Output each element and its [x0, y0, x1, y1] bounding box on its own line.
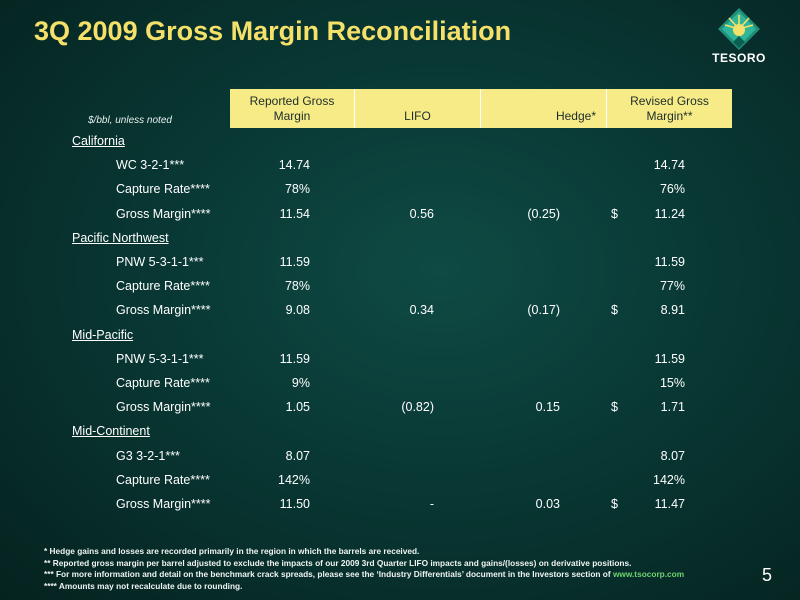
- revised-value: 11.47: [654, 497, 685, 511]
- revised-value: 11.24: [654, 206, 685, 221]
- row-label: WC 3-2-1***: [116, 158, 185, 173]
- reported-value: 11.59: [279, 255, 310, 269]
- hedge-value: (0.25): [527, 206, 560, 221]
- reported-value: 8.07: [285, 448, 310, 463]
- page-title: 3Q 2009 Gross Margin Reconciliation: [34, 16, 512, 46]
- table-row: WC 3-2-1*** 14.74 14.74: [0, 155, 800, 177]
- reported-value: 11.54: [279, 206, 310, 221]
- reported-value: 14.74: [278, 158, 310, 173]
- row-label: Capture Rate****: [116, 279, 210, 294]
- reported-value: 9.08: [285, 303, 310, 318]
- header-revised-line2: Margin**: [646, 109, 693, 123]
- section-name: Pacific Northwest: [72, 230, 169, 245]
- section-header-row: Pacific Northwest: [0, 228, 800, 250]
- lifo-value: 0.34: [409, 303, 434, 318]
- reported-value: 78%: [284, 279, 310, 294]
- revised-value: 15%: [659, 376, 685, 390]
- hedge-value: 0.03: [535, 497, 560, 511]
- tsocorp-link[interactable]: www.tsocorp.com: [612, 569, 685, 580]
- revised-value: 142%: [653, 472, 685, 487]
- row-label: Gross Margin****: [116, 400, 211, 415]
- revised-value: 11.59: [654, 255, 685, 269]
- reported-value: 11.50: [279, 497, 310, 511]
- lifo-value: 0.56: [409, 206, 434, 221]
- table-row: Capture Rate**** 142% 142%: [0, 470, 800, 492]
- reported-value: 142%: [278, 472, 310, 487]
- row-label: Capture Rate****: [116, 182, 210, 197]
- section-header-row: California: [0, 131, 800, 153]
- section-header-row: Mid-Continent: [0, 421, 800, 443]
- reported-value: 11.59: [279, 351, 310, 366]
- hedge-value: 0.15: [535, 400, 560, 415]
- dollar-sign: $: [611, 303, 618, 318]
- header-lifo-label: LIFO: [404, 109, 431, 123]
- section-header-row: Mid-Pacific: [0, 325, 800, 347]
- dollar-sign: $: [611, 400, 618, 415]
- page-number: 5: [762, 565, 773, 585]
- section-name: California: [72, 134, 125, 148]
- footnote-hedge: * Hedge gains and losses are recorded pr…: [44, 546, 420, 556]
- row-label: Gross Margin****: [116, 303, 211, 318]
- revised-value: 11.59: [654, 351, 685, 366]
- footnote-crack-spreads: *** For more information and detail on t…: [44, 569, 684, 581]
- row-label: Capture Rate****: [116, 376, 210, 390]
- header-reported-line1: Reported Gross: [249, 94, 335, 108]
- row-label: PNW 5-3-1-1***: [116, 351, 204, 366]
- row-label: Gross Margin****: [116, 497, 211, 511]
- revised-value: 77%: [659, 279, 685, 294]
- revised-value: 14.74: [653, 158, 685, 173]
- header-reported-gross-margin: Reported Gross Margin: [230, 89, 354, 128]
- revised-value: 8.91: [660, 303, 685, 318]
- header-hedge: Hedge*: [480, 89, 606, 128]
- table-row: Capture Rate**** 78% 76%: [0, 179, 800, 201]
- revised-value: 8.07: [660, 448, 685, 463]
- table-row: PNW 5-3-1-1*** 11.59 11.59: [0, 349, 800, 371]
- logo-wordmark: TESORO: [712, 51, 766, 65]
- table-row: Gross Margin**** 9.08 0.34 (0.17) $8.91: [0, 300, 800, 322]
- footnote-crack-text: *** For more information and detail on t…: [44, 569, 611, 580]
- header-lifo: LIFO: [354, 89, 480, 128]
- header-revised-line1: Revised Gross: [630, 94, 709, 108]
- table-row: Gross Margin**** 11.54 0.56 (0.25) $11.24: [0, 204, 800, 226]
- table-row: G3 3-2-1*** 8.07 8.07: [0, 446, 800, 468]
- tesoro-logo: TESORO: [694, 6, 784, 68]
- lifo-value: -: [429, 497, 434, 511]
- header-hedge-label: Hedge*: [555, 109, 596, 123]
- table-row: Capture Rate**** 78% 77%: [0, 276, 800, 298]
- lifo-value: (0.82): [401, 400, 434, 415]
- reported-value: 78%: [284, 182, 310, 197]
- row-label: Gross Margin****: [116, 206, 211, 221]
- revised-value: 76%: [659, 182, 685, 197]
- section-name: Mid-Pacific: [72, 327, 134, 342]
- footnote-revised: ** Reported gross margin per barrel adju…: [44, 557, 632, 568]
- row-label: G3 3-2-1***: [116, 448, 180, 463]
- dollar-sign: $: [611, 206, 618, 221]
- reported-value: 1.05: [285, 400, 310, 415]
- table-row: Gross Margin**** 11.50 - 0.03 $11.47: [0, 494, 800, 516]
- revised-value: 1.71: [660, 400, 685, 415]
- footnotes: * Hedge gains and losses are recorded pr…: [44, 546, 684, 592]
- table-row: PNW 5-3-1-1*** 11.59 11.59: [0, 252, 800, 274]
- table-row: Gross Margin**** 1.05 (0.82) 0.15 $1.71: [0, 397, 800, 419]
- hedge-value: (0.17): [527, 303, 560, 318]
- table-row: Capture Rate**** 9% 15%: [0, 373, 800, 395]
- units-note: $/bbl, unless noted: [88, 115, 172, 126]
- row-label: PNW 5-3-1-1***: [116, 255, 204, 269]
- header-revised-gross-margin: Revised Gross Margin**: [606, 89, 732, 128]
- tesoro-emblem-icon: [718, 8, 760, 50]
- footnote-rounding: **** Amounts may not recalculate due to …: [44, 580, 243, 591]
- dollar-sign: $: [611, 497, 618, 511]
- header-reported-line2: Margin: [273, 109, 311, 123]
- row-label: Capture Rate****: [116, 472, 210, 487]
- reported-value: 9%: [291, 376, 310, 390]
- section-name: Mid-Continent: [72, 424, 150, 439]
